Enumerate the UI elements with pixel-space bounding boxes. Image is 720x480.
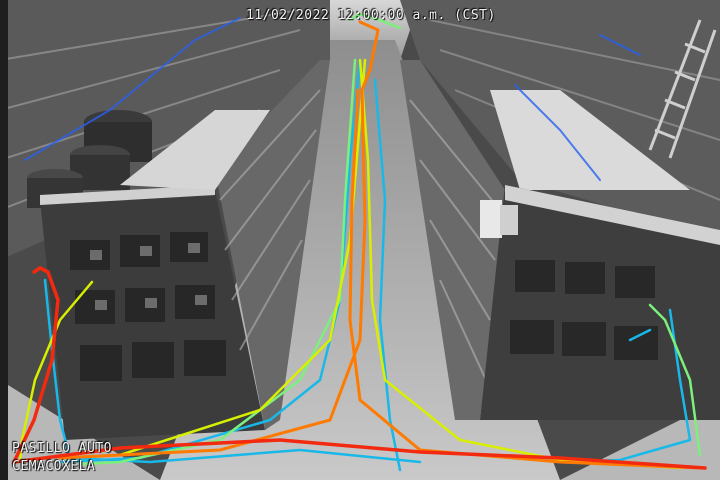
- right-endcap: [480, 185, 720, 420]
- timestamp-overlay: 11/02/2022 12:00:00 a.m. (CST): [246, 8, 496, 23]
- camera-name-overlay: PASILLO AUTO CEMACOXELA: [12, 440, 112, 476]
- tracking-trajectories: [12, 12, 707, 472]
- camera-name-line-2: CEMACOXELA: [12, 459, 96, 474]
- camera-name-line-1: PASILLO AUTO: [12, 441, 112, 456]
